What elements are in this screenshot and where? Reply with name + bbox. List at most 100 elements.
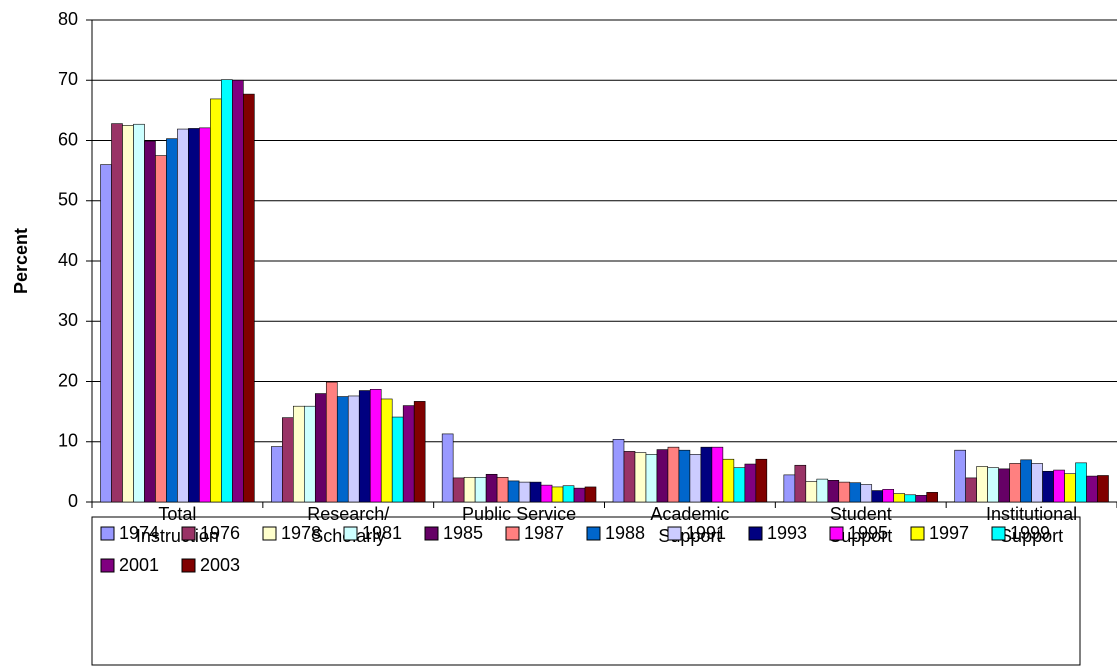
bar bbox=[111, 123, 123, 503]
bar bbox=[926, 492, 938, 503]
bar bbox=[166, 138, 178, 503]
bar bbox=[1086, 475, 1098, 503]
x-tick-label: Support bbox=[829, 526, 892, 546]
bar bbox=[965, 477, 977, 503]
legend-label: 1974 bbox=[119, 523, 159, 543]
legend-label: 1993 bbox=[767, 523, 807, 543]
x-tick-label: Public Service bbox=[462, 504, 576, 524]
bar bbox=[744, 463, 757, 503]
bar bbox=[667, 446, 680, 503]
bar bbox=[507, 480, 520, 503]
y-tick-label: 60 bbox=[58, 129, 78, 149]
bar bbox=[441, 433, 454, 503]
legend-swatch bbox=[424, 526, 439, 541]
x-tick-label: Institutional bbox=[986, 504, 1077, 524]
x-tick-label: Research/ bbox=[307, 504, 389, 524]
legend-label: 1991 bbox=[686, 523, 726, 543]
bar bbox=[303, 405, 316, 503]
x-tick-label: Student bbox=[830, 504, 892, 524]
y-tick-label: 80 bbox=[58, 9, 78, 29]
bar bbox=[391, 416, 404, 503]
bar bbox=[122, 125, 134, 503]
legend-box bbox=[91, 516, 1081, 666]
bar bbox=[496, 476, 509, 503]
bar bbox=[133, 123, 145, 503]
legend-label: 1981 bbox=[362, 523, 402, 543]
bar bbox=[722, 458, 735, 503]
bar bbox=[987, 467, 999, 503]
y-tick-label: 10 bbox=[58, 431, 78, 451]
y-tick-label: 30 bbox=[58, 310, 78, 330]
legend-swatch bbox=[100, 558, 115, 573]
bar bbox=[954, 449, 966, 503]
y-tick-label: 20 bbox=[58, 370, 78, 390]
legend-swatch bbox=[343, 526, 358, 541]
bar bbox=[573, 487, 586, 503]
legend-label: 1976 bbox=[200, 523, 240, 543]
bar bbox=[177, 128, 189, 503]
bar bbox=[871, 490, 884, 503]
bar bbox=[485, 473, 498, 503]
bar bbox=[1075, 462, 1087, 503]
bar bbox=[325, 381, 338, 503]
bar bbox=[915, 495, 927, 503]
legend-label: 1995 bbox=[848, 523, 888, 543]
bar bbox=[1009, 463, 1021, 503]
legend-swatch bbox=[586, 526, 601, 541]
legend-swatch bbox=[505, 526, 520, 541]
y-tick-label: 40 bbox=[58, 250, 78, 270]
bar bbox=[1020, 459, 1032, 503]
bar bbox=[463, 476, 476, 503]
legend-swatch bbox=[262, 526, 277, 541]
bar bbox=[849, 482, 862, 503]
bar bbox=[100, 164, 112, 503]
legend-swatch bbox=[991, 526, 1006, 541]
bar bbox=[656, 449, 669, 503]
bar bbox=[998, 468, 1010, 503]
legend-swatch bbox=[100, 526, 115, 541]
bar bbox=[347, 395, 360, 503]
bar bbox=[612, 439, 625, 503]
x-tick-label: Support bbox=[1000, 526, 1063, 546]
legend-swatch bbox=[181, 526, 196, 541]
bar bbox=[623, 451, 636, 503]
bar bbox=[314, 393, 327, 503]
bar bbox=[584, 486, 597, 503]
legend-label: 2001 bbox=[119, 555, 159, 575]
bar bbox=[271, 446, 283, 503]
legend-swatch bbox=[829, 526, 844, 541]
bar bbox=[380, 398, 393, 503]
bar bbox=[1042, 470, 1054, 503]
bar bbox=[155, 155, 167, 503]
bar bbox=[210, 98, 222, 503]
bar bbox=[755, 458, 768, 503]
bar bbox=[452, 477, 465, 503]
y-axis-label: Percent bbox=[11, 228, 31, 294]
bar bbox=[1053, 469, 1065, 503]
x-tick-label: Instruction bbox=[136, 526, 219, 546]
legend-label: 1997 bbox=[929, 523, 969, 543]
legend-swatch bbox=[181, 558, 196, 573]
bar bbox=[904, 494, 916, 503]
bar bbox=[1097, 475, 1109, 503]
legend-swatch bbox=[910, 526, 925, 541]
bar bbox=[551, 486, 564, 503]
bar bbox=[976, 466, 988, 503]
bar bbox=[711, 446, 724, 503]
y-tick-label: 0 bbox=[68, 491, 78, 511]
bar bbox=[733, 467, 746, 503]
bar bbox=[474, 476, 487, 503]
legend-swatch bbox=[667, 526, 682, 541]
bar bbox=[838, 481, 851, 503]
bar bbox=[518, 481, 531, 503]
bar bbox=[529, 481, 542, 503]
bar bbox=[700, 446, 713, 503]
bar bbox=[794, 464, 807, 503]
bar bbox=[827, 480, 840, 503]
bar bbox=[816, 478, 829, 503]
x-tick-label: Academic bbox=[650, 504, 729, 524]
bar bbox=[188, 128, 200, 503]
bar bbox=[221, 79, 233, 503]
bar bbox=[336, 396, 349, 503]
